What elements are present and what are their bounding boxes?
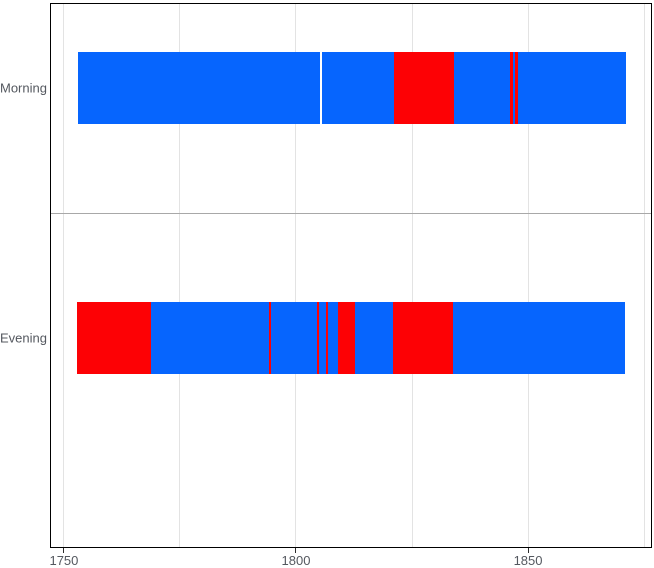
bar-segment-evening [327, 302, 339, 375]
x-gridline [179, 4, 181, 547]
x-axis-tick [527, 548, 529, 553]
bar-segment-morning [518, 51, 626, 124]
bar-segment-evening [151, 302, 269, 375]
x-axis-tick [295, 548, 297, 553]
bar-segment-morning [453, 51, 511, 124]
x-gridline [63, 4, 65, 547]
x-gridline [643, 4, 645, 547]
bar-segment-evening [268, 302, 271, 375]
bar-segment-morning [77, 51, 321, 124]
bar-segment-morning [321, 51, 394, 124]
x-axis-tick-label: 1800 [281, 553, 311, 568]
x-axis-tick-label: 1750 [49, 553, 79, 568]
bar-segment-evening [316, 302, 319, 375]
bar-segment-morning [515, 51, 519, 124]
bar-segment-evening [318, 302, 326, 375]
bar-segment-evening [338, 302, 355, 375]
bar-segment-evening [325, 302, 328, 375]
row-separator [50, 212, 652, 214]
category-label-morning: Morning [0, 80, 47, 95]
bar-segment-morning [393, 51, 454, 124]
x-gridline [411, 4, 413, 547]
bar-segment-evening [392, 302, 453, 375]
bar-segment-evening [270, 302, 317, 375]
x-axis-tick-label: 1850 [513, 553, 543, 568]
category-label-evening: Evening [0, 330, 47, 346]
bar-segment-morning [513, 51, 516, 124]
x-gridline [295, 4, 297, 547]
bar-segment-evening [76, 302, 152, 375]
bar-segment-morning [510, 51, 514, 124]
bar-segment-evening [354, 302, 393, 375]
x-axis-tick [63, 548, 65, 553]
bar-segment-evening [452, 302, 626, 375]
x-gridline [527, 4, 529, 547]
